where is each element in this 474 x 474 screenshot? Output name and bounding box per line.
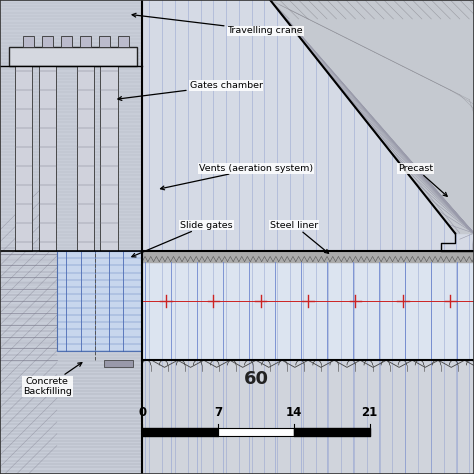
Bar (99, 36, 110, 47)
Bar (142, 428, 218, 436)
Text: Concrete
Backfilling: Concrete Backfilling (23, 363, 82, 396)
Bar (23, 36, 34, 47)
Text: Steel liner: Steel liner (270, 221, 328, 253)
Bar (100, 66, 118, 251)
Bar (104, 360, 133, 367)
Bar (80, 36, 91, 47)
Bar (39, 66, 56, 251)
Bar (42, 36, 53, 47)
Text: Vents (aeration system): Vents (aeration system) (161, 164, 313, 190)
Bar (218, 428, 294, 436)
Text: Slide gates: Slide gates (132, 221, 233, 257)
Text: 0: 0 (138, 407, 146, 419)
Text: 21: 21 (362, 407, 378, 419)
Bar (142, 0, 474, 251)
Bar (118, 36, 129, 47)
Bar (77, 66, 94, 251)
Text: 60: 60 (244, 370, 268, 388)
Text: 7: 7 (214, 407, 222, 419)
Bar (142, 251, 474, 262)
Text: Travelling crane: Travelling crane (132, 13, 303, 35)
Bar (9, 47, 137, 66)
Bar (61, 36, 72, 47)
Bar (57, 251, 142, 351)
Bar (294, 428, 370, 436)
Text: Precast: Precast (398, 164, 447, 196)
Polygon shape (270, 0, 474, 233)
Bar (142, 251, 474, 360)
Text: 14: 14 (286, 407, 302, 419)
Bar (0, 0, 142, 474)
Bar (142, 360, 474, 474)
Text: Gates chamber: Gates chamber (118, 81, 263, 100)
Bar (15, 66, 32, 251)
